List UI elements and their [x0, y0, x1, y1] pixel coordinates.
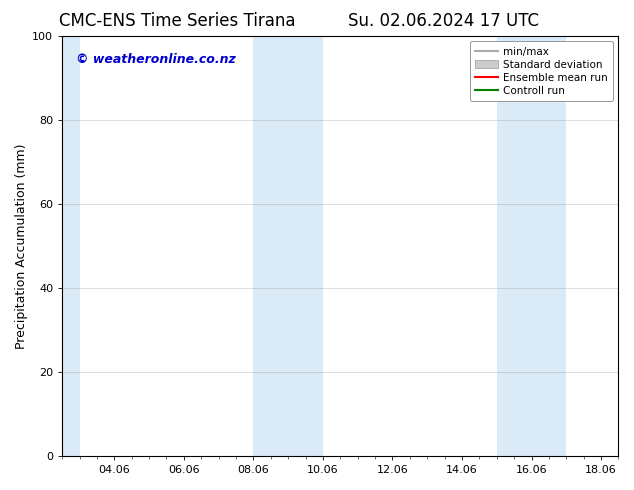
Bar	[254, 36, 323, 456]
Text: Su. 02.06.2024 17 UTC: Su. 02.06.2024 17 UTC	[348, 12, 540, 30]
Bar	[497, 36, 566, 456]
Bar	[62, 36, 80, 456]
Legend: min/max, Standard deviation, Ensemble mean run, Controll run: min/max, Standard deviation, Ensemble me…	[470, 41, 613, 101]
Text: CMC-ENS Time Series Tirana: CMC-ENS Time Series Tirana	[59, 12, 296, 30]
Y-axis label: Precipitation Accumulation (mm): Precipitation Accumulation (mm)	[15, 143, 28, 349]
Text: © weatheronline.co.nz: © weatheronline.co.nz	[76, 53, 236, 66]
